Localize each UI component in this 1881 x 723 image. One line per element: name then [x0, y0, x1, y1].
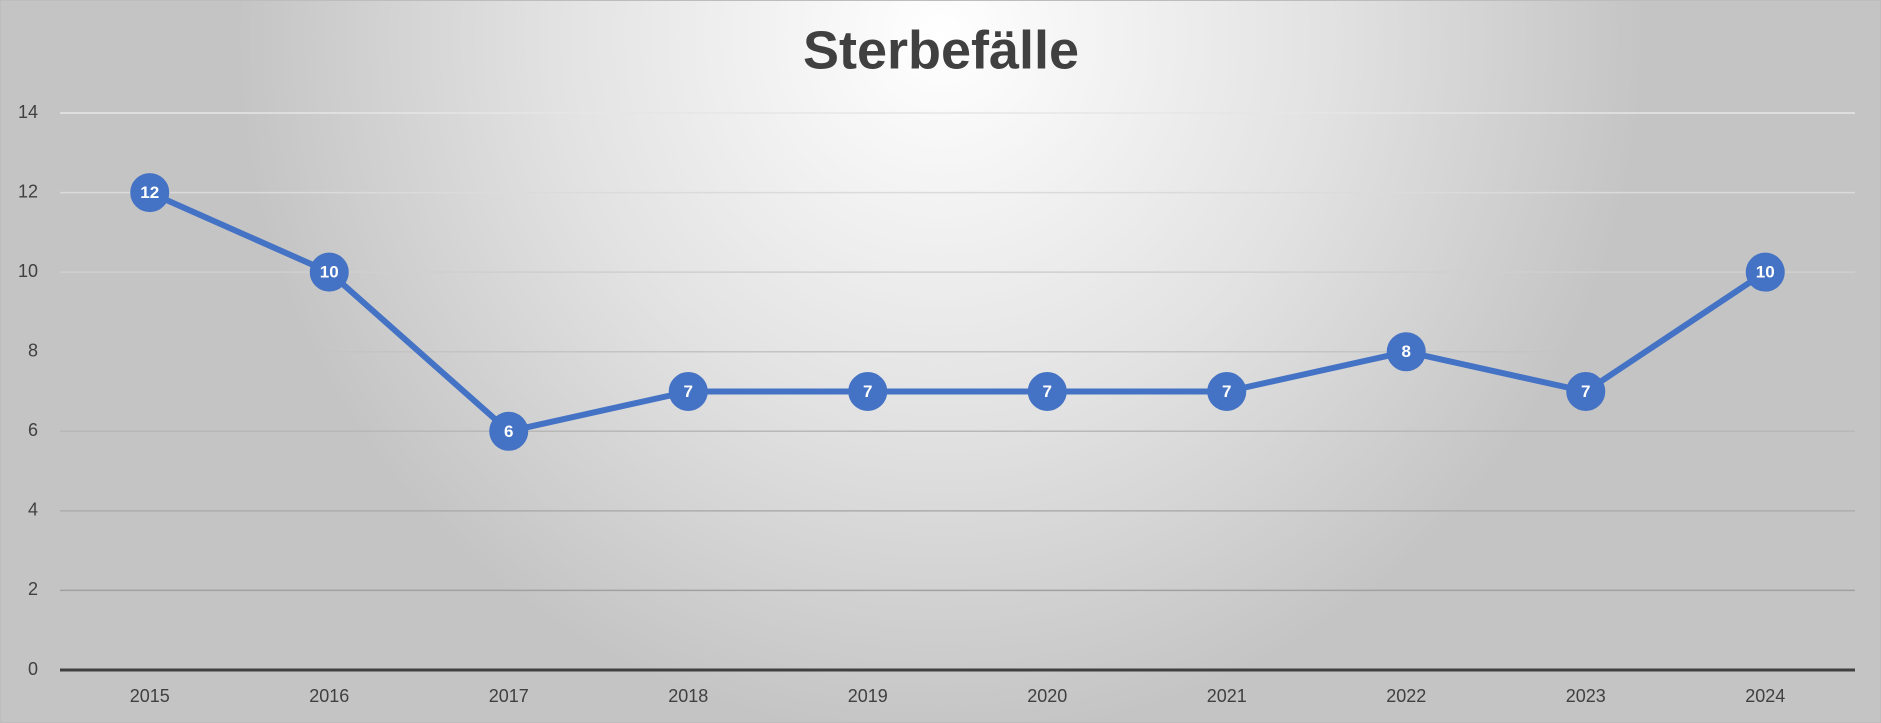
data-label: 7 [1043, 382, 1052, 401]
x-tick-label: 2021 [1207, 686, 1247, 706]
y-tick-label: 8 [28, 340, 38, 360]
data-label: 10 [320, 263, 339, 282]
x-tick-label: 2019 [848, 686, 888, 706]
y-tick-label: 0 [28, 659, 38, 679]
marker [1207, 372, 1247, 411]
marker [130, 173, 170, 213]
marker [668, 372, 708, 411]
x-tick-label: 2022 [1386, 686, 1426, 706]
marker [1745, 252, 1785, 292]
x-tick-label: 2017 [489, 686, 529, 706]
data-label: 7 [863, 382, 872, 401]
y-tick-label: 12 [18, 181, 38, 201]
x-tick-label: 2016 [309, 686, 349, 706]
y-tick-label: 6 [28, 420, 38, 440]
marker [1027, 372, 1067, 411]
line [148, 189, 1767, 435]
data-label: 10 [1756, 263, 1775, 282]
data-label: 12 [140, 183, 159, 202]
x-tick-label: 2015 [130, 686, 170, 706]
marker [1566, 372, 1606, 411]
marker [489, 411, 529, 451]
y-tick-label: 10 [18, 261, 38, 281]
x-tick-label: 2024 [1745, 686, 1785, 706]
marker [1386, 332, 1426, 372]
marker [848, 372, 888, 411]
x-tick-label: 2018 [668, 686, 708, 706]
marker [309, 252, 349, 292]
y-tick-label: 14 [18, 102, 38, 122]
y-tick-label: 4 [28, 500, 38, 520]
data-label: 7 [1581, 382, 1590, 401]
data-label: 7 [1222, 382, 1231, 401]
y-tick-label: 2 [28, 579, 38, 599]
x-tick-label: 2023 [1566, 686, 1606, 706]
data-label: 6 [504, 422, 513, 441]
data-label: 7 [684, 382, 693, 401]
data-label: 8 [1402, 342, 1411, 361]
x-tick-label: 2020 [1027, 686, 1067, 706]
chart-title: Sterbefälle [803, 20, 1079, 80]
